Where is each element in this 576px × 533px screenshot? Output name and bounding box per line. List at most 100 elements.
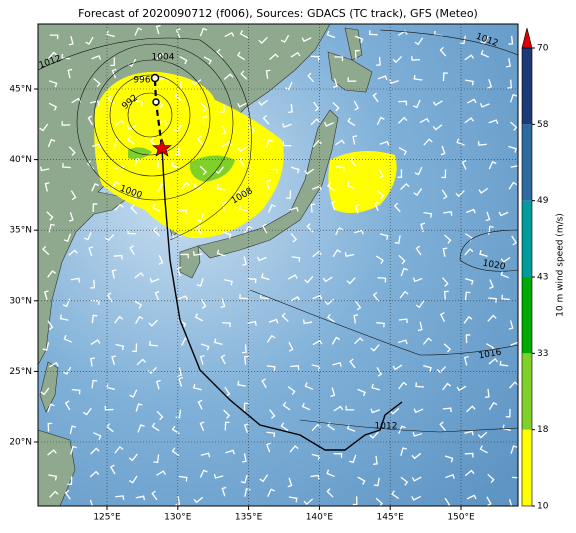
wind-barb xyxy=(92,143,102,149)
wind-barb xyxy=(415,300,425,309)
wind-barb xyxy=(200,102,208,112)
wind-barb xyxy=(151,490,158,501)
wind-barb xyxy=(171,447,180,457)
wind-barb xyxy=(397,169,403,178)
wind-barb xyxy=(442,382,452,391)
wind-barb xyxy=(196,213,205,222)
wind-barb xyxy=(158,255,164,265)
wind-barb xyxy=(93,432,102,440)
wind-barb xyxy=(224,279,233,286)
wind-barb xyxy=(265,69,271,79)
wind-barb xyxy=(63,366,72,375)
lon-label: 135°E xyxy=(235,513,263,523)
wind-barb xyxy=(304,275,314,284)
wind-barb xyxy=(258,36,268,45)
wind-barb xyxy=(237,380,246,387)
wind-barb xyxy=(413,188,423,196)
wind-barb xyxy=(223,73,234,80)
wind-barb xyxy=(508,320,514,330)
wind-barb xyxy=(349,358,356,369)
wind-barb xyxy=(498,211,509,217)
wind-barb xyxy=(443,211,453,216)
wind-barb xyxy=(224,31,235,38)
wind-barb xyxy=(357,476,366,485)
wind-barb xyxy=(155,52,166,60)
wind-barb xyxy=(423,365,432,372)
wind-barb xyxy=(354,229,364,235)
lat-label: 35°N xyxy=(9,226,32,236)
wind-barb xyxy=(376,366,383,377)
wind-barb xyxy=(223,409,231,419)
wind-barb xyxy=(508,499,513,506)
lat-label: 45°N xyxy=(9,85,32,95)
wind-barb xyxy=(370,408,381,414)
wind-barb xyxy=(195,225,203,235)
wind-barb xyxy=(126,135,135,145)
wind-barb xyxy=(174,146,180,156)
wind-barb xyxy=(243,423,249,433)
wind-barb xyxy=(287,274,298,280)
wind-barb xyxy=(290,232,298,243)
wind-barb xyxy=(354,337,364,345)
colorbar-tick-label: 10 xyxy=(537,502,549,512)
wind-barb xyxy=(175,496,181,506)
wind-barb xyxy=(247,124,255,134)
wind-barb xyxy=(200,298,207,309)
wind-barb xyxy=(439,46,447,57)
colorbar-segment xyxy=(522,48,532,125)
wind-barb xyxy=(89,100,100,106)
isobar-label: 1012 xyxy=(375,422,398,432)
wind-barb xyxy=(267,488,275,497)
wind-barb xyxy=(304,168,315,175)
wind-barb xyxy=(115,495,125,500)
wind-barb xyxy=(479,250,488,257)
wind-barb xyxy=(135,403,143,412)
wind-barb xyxy=(115,343,125,351)
lat-label: 25°N xyxy=(9,367,32,377)
wind-barb xyxy=(265,179,271,190)
wind-barb xyxy=(114,445,124,454)
wind-barb xyxy=(90,447,100,455)
wind-barb xyxy=(461,159,467,170)
wind-barb xyxy=(419,117,430,124)
wind-barb xyxy=(411,56,421,61)
wind-barb xyxy=(202,116,208,126)
wind-barb xyxy=(127,229,137,235)
wind-barb xyxy=(500,270,509,279)
wind-barb xyxy=(221,486,227,497)
wind-barb xyxy=(412,99,421,109)
wind-barb xyxy=(61,53,71,60)
wind-barb xyxy=(135,495,146,501)
wind-barb xyxy=(288,496,298,503)
wind-barb xyxy=(400,476,409,486)
wind-barb xyxy=(91,55,102,60)
colorbar-label: 10 m wind speed (m/s) xyxy=(556,213,566,317)
wind-barb xyxy=(216,249,226,257)
wind-barb xyxy=(479,103,490,108)
wind-barb xyxy=(414,166,423,176)
wind-barb xyxy=(310,55,320,61)
wind-barb xyxy=(465,79,474,86)
wind-barb xyxy=(259,293,269,300)
wind-barb xyxy=(442,72,448,82)
wind-barb xyxy=(377,75,388,81)
wind-barb xyxy=(290,166,300,174)
wind-barb xyxy=(310,474,320,480)
wind-barb xyxy=(331,200,336,211)
wind-barb xyxy=(310,203,316,213)
wind-barb xyxy=(372,292,380,302)
wind-barb xyxy=(398,116,408,124)
wind-barb xyxy=(260,273,270,281)
wind-barb xyxy=(39,166,50,172)
wind-barb xyxy=(357,388,366,397)
wind-barb xyxy=(346,277,356,285)
wind-barb xyxy=(62,298,71,308)
wind-barb xyxy=(455,190,465,198)
wind-barb xyxy=(269,53,279,61)
isobar-label: 1020 xyxy=(482,259,507,273)
wind-barb xyxy=(326,182,335,192)
wind-barb xyxy=(477,431,488,439)
wind-barb xyxy=(508,145,517,153)
wind-barb xyxy=(413,74,423,81)
colorbar-tick-label: 18 xyxy=(537,425,549,435)
